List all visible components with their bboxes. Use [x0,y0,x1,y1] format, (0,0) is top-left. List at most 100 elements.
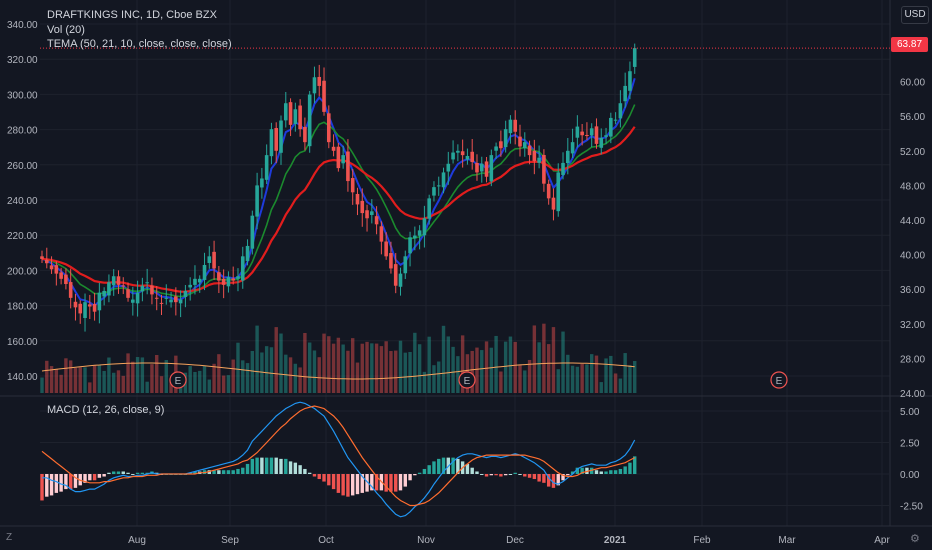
macd-histogram-bar [346,474,350,497]
macd-histogram-bar [503,474,508,476]
grid-lines [0,0,932,527]
volume-bar [417,344,422,393]
macd-histogram-bar [131,474,135,475]
volume-bar [327,336,331,393]
earnings-marker-label: E [464,376,471,387]
volume-bar [92,365,97,393]
volume-bar [456,356,460,393]
volume-bar [121,375,125,393]
time-axis-tick: Mar [778,535,796,546]
macd-histogram-bar [312,474,317,477]
left-axis-tick: 180.00 [7,302,38,313]
timezone-toggle[interactable]: Z [6,532,13,543]
volume-bar [398,340,403,393]
time-axis-tick: Apr [874,535,890,546]
candle-body [585,135,589,137]
macd-histogram-bar [264,457,269,474]
volume-bar [580,364,584,393]
candle-body [465,155,470,160]
volume-bar [250,350,255,393]
volume-bar [365,341,369,393]
candle-body [140,285,145,292]
volume-bar [518,364,522,393]
macd-histogram-bar [484,474,489,477]
volume-bar [480,350,484,393]
candle-body [475,162,479,173]
candle-body [360,200,365,214]
macd-histogram-bar [126,472,130,474]
volume-bar [633,361,637,393]
left-axis-tick: 160.00 [7,337,38,348]
candle-body [174,296,178,303]
macd-histogram-bar [513,472,517,474]
candle-body [499,141,503,149]
macd-histogram-bar [489,474,494,476]
candle-body [494,146,498,151]
candle-body [293,109,298,124]
volume-bar [484,341,489,393]
volume-indicator-label[interactable]: Vol (20) [47,24,85,36]
volume-bar [236,342,240,393]
volume-bar [551,327,556,393]
time-axis-tick: Oct [318,535,334,546]
candle-body [432,187,436,196]
left-axis-tick: 240.00 [7,196,38,207]
volume-bar [403,352,407,393]
volume-bar [394,350,398,393]
candle-body [594,126,599,144]
volume-bar [499,371,503,393]
earnings-marker [770,371,788,389]
volume-bar [384,341,388,393]
right-axis-tick: 24.00 [900,389,925,400]
macd-histogram-bar [260,457,264,474]
candle-body [121,285,126,287]
candle-body [226,277,231,287]
volume-bar [97,364,102,393]
volume-bar [566,354,570,393]
volume-bar [135,357,140,393]
macd-histogram-bar [427,465,431,474]
macd-histogram-bar [384,474,388,492]
macd-histogram-bar [322,474,326,482]
earnings-marker [458,371,476,389]
candle-body [489,155,494,182]
candle-body [255,185,259,217]
tema-indicator-label[interactable]: TEMA (50, 21, 10, close, close, close) [47,38,232,50]
volume-bar [527,359,532,393]
macd-histogram-bar [341,474,345,496]
left-axis-tick: 340.00 [7,20,38,31]
volume-bar [427,336,431,393]
candle-body [97,292,102,311]
macd-histogram-bar [570,471,575,474]
volume-bar [575,366,580,393]
candle-body [145,282,149,284]
macd-histogram-bar [532,474,537,480]
volume-bar [155,354,159,393]
macd-histogram-bar [73,474,78,488]
candle-body [303,126,307,143]
candle-body [44,259,49,264]
macd-histogram-bar [355,474,360,495]
volume-bar [432,365,436,393]
candle-body [107,282,111,296]
volume-bar [231,359,235,393]
candle-body [451,152,455,160]
candle-body [279,120,283,153]
volume-bar [322,333,326,393]
candle-body [231,278,235,281]
volume-bar [269,347,274,393]
macd-indicator-label[interactable]: MACD (12, 26, close, 9) [47,404,165,416]
gear-icon[interactable]: ⚙ [910,533,920,545]
candle-body [217,272,221,281]
volume-bar [585,364,589,393]
volume-bar [284,354,288,393]
macd-histogram-bar [255,457,259,474]
symbol-title[interactable]: DRAFTKINGS INC, 1D, Cboe BZX [47,9,217,21]
currency-button[interactable]: USD [901,6,929,24]
right-axis-tick: 28.00 [900,354,925,365]
volume-ma-line [41,362,635,380]
macd-histogram-bar [618,468,623,474]
candle-body [398,273,403,287]
